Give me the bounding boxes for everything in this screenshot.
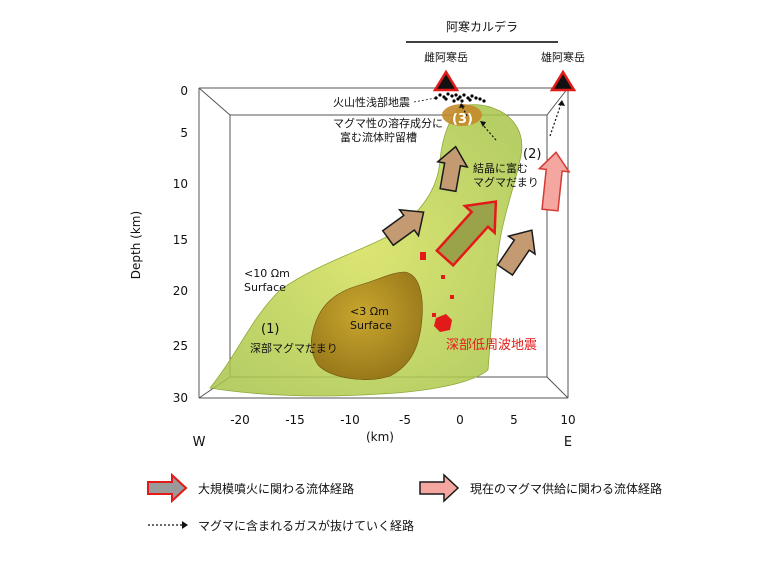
y-tick: 0 [180,84,188,98]
shallow-earthquake-cluster [434,92,486,103]
gas-escape-arrows [461,103,562,141]
legend-current-supply-label: 現在のマグマ供給に関わる流体経路 [470,481,662,496]
x-tick: -10 [340,413,360,427]
legend: 大規模噴火に関わる流体経路 現在のマグマ供給に関わる流体経路 マグマに含まれるガ… [147,472,662,533]
x-axis-ticks: -20 -15 -10 -5 0 5 10 [230,413,575,427]
east-label: E [564,435,572,450]
deep-lf-label: 深部低周波地震 [446,338,537,353]
reservoir-label-line2: 富む流体貯留槽 [340,130,417,144]
volcano-triangle-meakan [432,69,460,92]
resistivity-body-3ohm [310,271,423,380]
shallow-quake-leader [413,97,437,103]
reservoir-label-line1: マグマ性の溶存成分に [333,116,443,130]
legend-gas-label: マグマに含まれるガスが抜けていく経路 [198,518,414,533]
x-tick: -20 [230,413,250,427]
pink-supply-arrow [537,151,571,212]
crystal-label-line2: マグマだまり [473,175,539,189]
y-axis-ticks: 0 5 10 15 20 25 30 [173,84,188,405]
deep-magma-label: 深部マグマだまり [250,341,338,355]
x-tick: 10 [560,413,575,427]
label-num2: (2) [523,147,541,162]
label-num1: (1) [261,322,279,337]
volcano-triangle-oakan [549,69,577,92]
large-eruption-arrow [435,200,498,268]
surface10-label-line1: <10 Ωm [244,267,290,280]
x-tick: -15 [285,413,305,427]
current-supply-arrows [381,145,537,277]
crystal-label-line1: 結晶に富む [473,161,528,175]
surface10-label-line2: Surface [244,281,286,294]
y-tick: 30 [173,391,188,405]
volcano-label-oakan: 雄阿寒岳 [541,50,585,64]
legend-large-eruption-arrow [147,472,188,504]
x-tick: 0 [456,413,464,427]
y-axis-label: Depth (km) [129,211,143,279]
y-tick: 20 [173,284,188,298]
surface3-label-line2: Surface [350,319,392,332]
legend-gas-arrowhead [182,521,188,529]
x-tick: 5 [510,413,518,427]
y-tick: 25 [173,339,188,353]
gas-arrowheads [459,100,565,127]
label-num3: (3) [452,112,473,127]
y-tick: 15 [173,233,188,247]
x-axis-label: (km) [366,430,394,444]
west-label: W [193,435,206,450]
x-tick: -5 [399,413,411,427]
volcano-label-meakan: 雌阿寒岳 [424,50,468,64]
surface3-label-line1: <3 Ωm [350,305,389,318]
y-tick: 5 [180,126,188,140]
fluid-reservoir-body [442,104,482,126]
shallow-quake-label: 火山性浅部地震 [333,95,410,109]
caldera-label: 阿寒カルデラ [446,19,518,34]
y-tick: 10 [173,177,188,191]
legend-current-supply-arrow [419,473,460,503]
legend-large-eruption-label: 大規模噴火に関わる流体経路 [198,481,354,496]
deep-lf-earthquake-marks [420,252,454,332]
